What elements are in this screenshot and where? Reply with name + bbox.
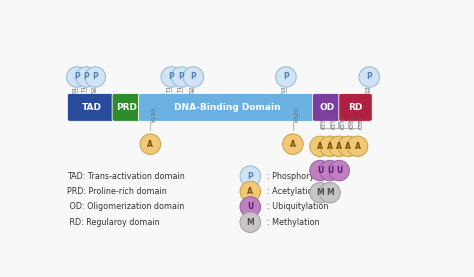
Text: P: P bbox=[74, 73, 80, 81]
Text: A: A bbox=[346, 142, 351, 151]
Ellipse shape bbox=[240, 166, 261, 186]
Ellipse shape bbox=[171, 67, 192, 87]
Text: S315: S315 bbox=[282, 78, 287, 93]
Text: K120: K120 bbox=[152, 107, 156, 122]
Text: M: M bbox=[326, 188, 334, 197]
Ellipse shape bbox=[310, 136, 330, 157]
Text: OD: OD bbox=[319, 103, 335, 112]
Text: U: U bbox=[317, 166, 323, 175]
Text: A: A bbox=[336, 142, 342, 151]
Bar bbox=[70, 104, 369, 111]
Text: S15: S15 bbox=[73, 81, 78, 93]
Ellipse shape bbox=[319, 160, 340, 181]
Text: A: A bbox=[317, 142, 323, 151]
Text: PRD: Proline-rich domain: PRD: Proline-rich domain bbox=[66, 187, 166, 196]
Text: TAD: Trans-activation domain: TAD: Trans-activation domain bbox=[66, 172, 184, 181]
FancyBboxPatch shape bbox=[138, 93, 315, 121]
Text: : Ubiquitylation: : Ubiquitylation bbox=[267, 202, 328, 211]
Text: : Acetylation: : Acetylation bbox=[267, 187, 317, 196]
FancyBboxPatch shape bbox=[67, 93, 116, 121]
Ellipse shape bbox=[329, 160, 349, 181]
Ellipse shape bbox=[347, 136, 368, 157]
Ellipse shape bbox=[85, 67, 106, 87]
Ellipse shape bbox=[183, 67, 204, 87]
Text: : Methylation: : Methylation bbox=[267, 218, 319, 227]
Ellipse shape bbox=[76, 67, 96, 87]
Ellipse shape bbox=[240, 197, 261, 217]
Ellipse shape bbox=[140, 134, 161, 154]
Ellipse shape bbox=[240, 212, 261, 232]
Text: S215: S215 bbox=[190, 78, 194, 93]
Text: A: A bbox=[247, 187, 253, 196]
Ellipse shape bbox=[319, 183, 340, 203]
Text: P: P bbox=[191, 73, 196, 81]
Ellipse shape bbox=[310, 183, 330, 203]
Text: M: M bbox=[316, 188, 324, 197]
FancyBboxPatch shape bbox=[112, 93, 142, 121]
Text: A: A bbox=[355, 142, 360, 151]
Text: M: M bbox=[246, 218, 254, 227]
Text: P: P bbox=[92, 73, 98, 81]
Text: T18: T18 bbox=[82, 82, 87, 93]
Text: K372: K372 bbox=[331, 115, 336, 129]
Ellipse shape bbox=[338, 136, 359, 157]
Ellipse shape bbox=[66, 67, 87, 87]
Text: T155: T155 bbox=[178, 78, 182, 93]
Text: S20: S20 bbox=[91, 81, 96, 93]
Text: U: U bbox=[327, 166, 333, 175]
Text: PRD: PRD bbox=[117, 103, 137, 112]
Text: RD: RD bbox=[348, 103, 363, 112]
FancyBboxPatch shape bbox=[339, 93, 372, 121]
Text: T150: T150 bbox=[167, 78, 173, 93]
Text: RD: Regularoy domain: RD: Regularoy domain bbox=[66, 218, 159, 227]
Ellipse shape bbox=[359, 67, 380, 87]
Text: : Phosphorylation: : Phosphorylation bbox=[267, 172, 337, 181]
Ellipse shape bbox=[275, 67, 296, 87]
Text: DNA-Binding Domain: DNA-Binding Domain bbox=[173, 103, 280, 112]
Text: K373: K373 bbox=[340, 115, 345, 129]
Text: OD: Oligomerization domain: OD: Oligomerization domain bbox=[66, 202, 184, 211]
FancyBboxPatch shape bbox=[312, 93, 342, 121]
Text: P: P bbox=[366, 73, 372, 81]
Text: TAD: TAD bbox=[82, 103, 101, 112]
Text: K370: K370 bbox=[321, 115, 326, 129]
Text: A: A bbox=[147, 140, 153, 149]
Text: P: P bbox=[247, 172, 253, 181]
Text: P: P bbox=[283, 73, 289, 81]
Ellipse shape bbox=[310, 160, 330, 181]
Text: P: P bbox=[83, 73, 89, 81]
Text: P: P bbox=[179, 73, 184, 81]
Text: U: U bbox=[336, 166, 342, 175]
Text: S392: S392 bbox=[365, 78, 370, 93]
Text: K320: K320 bbox=[294, 107, 299, 122]
Ellipse shape bbox=[161, 67, 182, 87]
Text: K382: K382 bbox=[359, 115, 364, 129]
Text: A: A bbox=[327, 142, 333, 151]
Ellipse shape bbox=[283, 134, 303, 154]
Ellipse shape bbox=[329, 136, 349, 157]
Text: K381: K381 bbox=[349, 115, 355, 129]
Text: U: U bbox=[247, 202, 254, 211]
Ellipse shape bbox=[319, 136, 340, 157]
Text: P: P bbox=[168, 73, 174, 81]
Text: A: A bbox=[290, 140, 296, 149]
Ellipse shape bbox=[240, 181, 261, 202]
